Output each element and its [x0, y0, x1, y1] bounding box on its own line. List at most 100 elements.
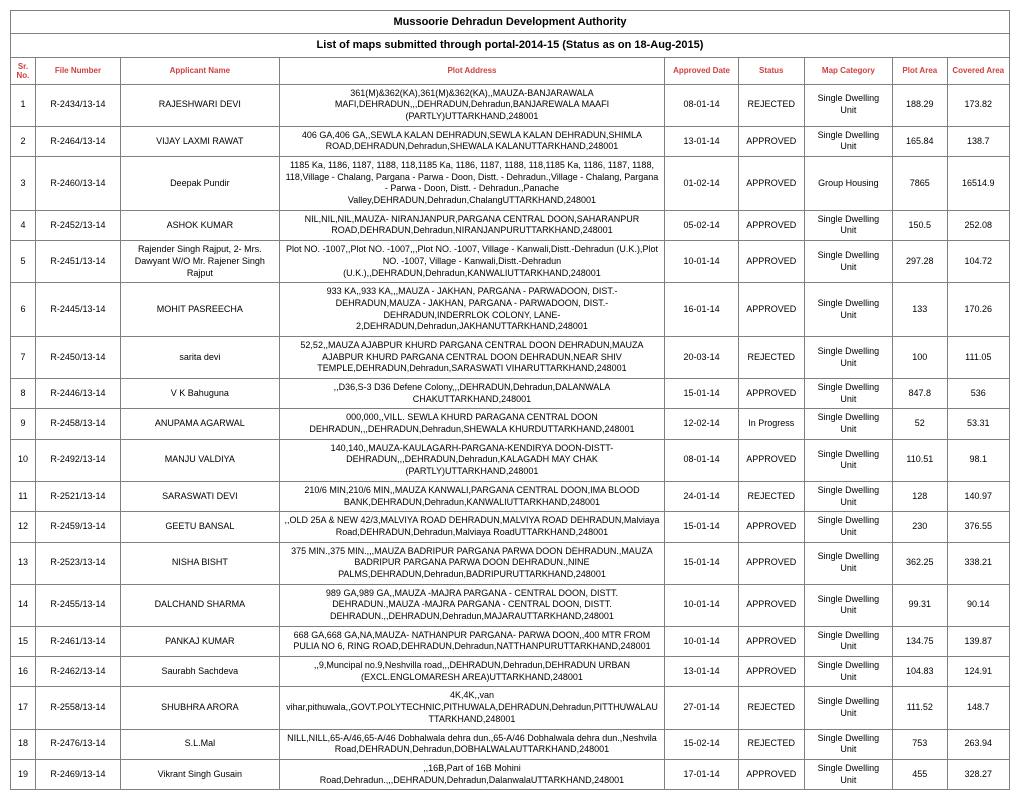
table-row: 9R-2458/13-14ANUPAMA AGARWAL000,000,,VIL… [11, 409, 1010, 439]
cell-category: Single Dwelling Unit [804, 512, 892, 542]
table-row: 10R-2492/13-14MANJU VALDIYA140,140,,MAUZ… [11, 439, 1010, 481]
cell-covered: 138.7 [947, 126, 1009, 156]
table-row: 15R-2461/13-14PANKAJ KUMAR668 GA,668 GA,… [11, 626, 1010, 656]
cell-status: APPROVED [738, 512, 804, 542]
cell-sr: 12 [11, 512, 36, 542]
table-row: 13R-2523/13-14NISHA BISHT375 MIN.,375 MI… [11, 542, 1010, 584]
cell-file: R-2455/13-14 [35, 584, 120, 626]
cell-date: 16-01-14 [665, 283, 739, 337]
cell-status: REJECTED [738, 481, 804, 511]
cell-address: 933 KA,,933 KA,,,MAUZA - JAKHAN, PARGANA… [279, 283, 665, 337]
cell-category: Single Dwelling Unit [804, 542, 892, 584]
header-applicant: Applicant Name [120, 57, 279, 84]
cell-applicant: GEETU BANSAL [120, 512, 279, 542]
header-plot: Plot Area [893, 57, 947, 84]
cell-date: 13-01-14 [665, 126, 739, 156]
cell-file: R-2523/13-14 [35, 542, 120, 584]
cell-category: Single Dwelling Unit [804, 759, 892, 789]
cell-applicant: SARASWATI DEVI [120, 481, 279, 511]
header-category: Map Category [804, 57, 892, 84]
cell-status: APPROVED [738, 210, 804, 240]
cell-sr: 15 [11, 626, 36, 656]
cell-covered: 173.82 [947, 84, 1009, 126]
cell-date: 01-02-14 [665, 157, 739, 211]
cell-address: 52,52,,MAUZA AJABPUR KHURD PARGANA CENTR… [279, 336, 665, 378]
cell-date: 10-01-14 [665, 241, 739, 283]
cell-date: 15-01-14 [665, 379, 739, 409]
cell-address: 000,000,,VILL. SEWLA KHURD PARAGANA CENT… [279, 409, 665, 439]
cell-applicant: NISHA BISHT [120, 542, 279, 584]
cell-category: Single Dwelling Unit [804, 210, 892, 240]
cell-plot: 230 [893, 512, 947, 542]
cell-file: R-2458/13-14 [35, 409, 120, 439]
cell-sr: 7 [11, 336, 36, 378]
cell-date: 10-01-14 [665, 626, 739, 656]
table-body: 1R-2434/13-14RAJESHWARI DEVI361(M)&362(K… [11, 84, 1010, 790]
cell-address: ,,16B,Part of 16B Mohini Road,Dehradun.,… [279, 759, 665, 789]
cell-status: APPROVED [738, 157, 804, 211]
cell-covered: 536 [947, 379, 1009, 409]
cell-applicant: Saurabh Sachdeva [120, 657, 279, 687]
cell-address: 375 MIN.,375 MIN.,,,MAUZA BADRIPUR PARGA… [279, 542, 665, 584]
cell-date: 27-01-14 [665, 687, 739, 729]
cell-address: 668 GA,668 GA,NA,MAUZA- NATHANPUR PARGAN… [279, 626, 665, 656]
cell-date: 08-01-14 [665, 439, 739, 481]
cell-covered: 111.05 [947, 336, 1009, 378]
cell-file: R-2445/13-14 [35, 283, 120, 337]
cell-category: Single Dwelling Unit [804, 687, 892, 729]
cell-sr: 16 [11, 657, 36, 687]
table-row: 7R-2450/13-14sarita devi52,52,,MAUZA AJA… [11, 336, 1010, 378]
cell-file: R-2476/13-14 [35, 729, 120, 759]
cell-address: 989 GA,989 GA,,MAUZA -MAJRA PARGANA - CE… [279, 584, 665, 626]
cell-status: APPROVED [738, 241, 804, 283]
cell-plot: 110.51 [893, 439, 947, 481]
cell-address: 140,140,,MAUZA-KAULAGARH-PARGANA-KENDIRY… [279, 439, 665, 481]
cell-covered: 338.21 [947, 542, 1009, 584]
cell-applicant: S.L.Mal [120, 729, 279, 759]
cell-applicant: Vikrant Singh Gusain [120, 759, 279, 789]
cell-category: Single Dwelling Unit [804, 283, 892, 337]
cell-covered: 148.7 [947, 687, 1009, 729]
table-row: 16R-2462/13-14Saurabh Sachdeva,,9,Muncip… [11, 657, 1010, 687]
cell-address: NIL,NIL,NIL,MAUZA- NIRANJANPUR,PARGANA C… [279, 210, 665, 240]
cell-status: REJECTED [738, 729, 804, 759]
cell-sr: 9 [11, 409, 36, 439]
cell-category: Single Dwelling Unit [804, 729, 892, 759]
cell-covered: 252.08 [947, 210, 1009, 240]
cell-covered: 139.87 [947, 626, 1009, 656]
header-row: Sr. No. File Number Applicant Name Plot … [11, 57, 1010, 84]
cell-applicant: SHUBHRA ARORA [120, 687, 279, 729]
cell-date: 20-03-14 [665, 336, 739, 378]
cell-covered: 140.97 [947, 481, 1009, 511]
cell-sr: 11 [11, 481, 36, 511]
cell-sr: 6 [11, 283, 36, 337]
cell-covered: 263.94 [947, 729, 1009, 759]
cell-address: 4K,4K,,van vihar,pithuwala,,GOVT.POLYTEC… [279, 687, 665, 729]
cell-plot: 133 [893, 283, 947, 337]
table-row: 5R-2451/13-14Rajender Singh Rajput, 2- M… [11, 241, 1010, 283]
cell-applicant: DALCHAND SHARMA [120, 584, 279, 626]
cell-category: Single Dwelling Unit [804, 481, 892, 511]
table-row: 12R-2459/13-14GEETU BANSAL,,OLD 25A & NE… [11, 512, 1010, 542]
cell-category: Single Dwelling Unit [804, 241, 892, 283]
cell-category: Single Dwelling Unit [804, 584, 892, 626]
header-sr: Sr. No. [11, 57, 36, 84]
cell-plot: 104.83 [893, 657, 947, 687]
cell-file: R-2492/13-14 [35, 439, 120, 481]
cell-date: 15-01-14 [665, 542, 739, 584]
table-row: 4R-2452/13-14ASHOK KUMARNIL,NIL,NIL,MAUZ… [11, 210, 1010, 240]
cell-address: NILL,NILL,65-A/46,65-A/46 Dobhalwala deh… [279, 729, 665, 759]
cell-category: Single Dwelling Unit [804, 336, 892, 378]
cell-file: R-2451/13-14 [35, 241, 120, 283]
cell-applicant: VIJAY LAXMI RAWAT [120, 126, 279, 156]
cell-plot: 847.8 [893, 379, 947, 409]
table-row: 14R-2455/13-14DALCHAND SHARMA989 GA,989 … [11, 584, 1010, 626]
cell-status: APPROVED [738, 657, 804, 687]
header-address: Plot Address [279, 57, 665, 84]
cell-file: R-2558/13-14 [35, 687, 120, 729]
cell-covered: 53.31 [947, 409, 1009, 439]
cell-category: Single Dwelling Unit [804, 126, 892, 156]
cell-plot: 128 [893, 481, 947, 511]
cell-category: Single Dwelling Unit [804, 439, 892, 481]
cell-date: 15-01-14 [665, 512, 739, 542]
